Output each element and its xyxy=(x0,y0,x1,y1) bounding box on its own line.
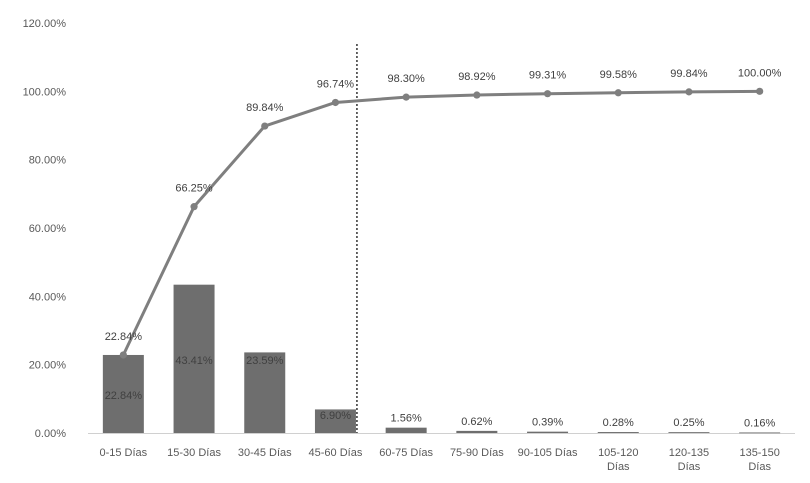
bar-labels: 22.84% 43.41% 23.59% 6.90% 1.56% 0.62% 0.39% 0.… xyxy=(105,355,776,429)
bar xyxy=(102,354,144,433)
cumulative-value-label: 99.58% xyxy=(600,69,638,81)
cumulative-value-label: 99.84% xyxy=(670,68,708,80)
x-axis-ticks: 0-15 Días 15-30 Días 30-45 Días 45-60 Días 6… xyxy=(99,447,779,473)
y-tick-label: 40.00% xyxy=(29,291,67,303)
x-tick-label: 135-150 Días xyxy=(739,447,779,473)
bar-value-label: 6.90% xyxy=(320,410,351,422)
cumulative-point xyxy=(543,90,552,98)
bar-value-label: 0.28% xyxy=(603,417,634,429)
cumulative-point xyxy=(756,87,764,95)
cumulative-value-label: 98.92% xyxy=(458,71,496,83)
bar-value-label: 23.59% xyxy=(246,355,284,367)
y-tick-label: 80.00% xyxy=(29,155,67,167)
bar-value-label: 0.39% xyxy=(532,417,563,429)
x-tick-label: 0-15 Días xyxy=(99,447,147,459)
x-tick-label: 30-45 Días xyxy=(238,447,292,459)
cumulative-line xyxy=(121,89,760,356)
y-tick-label: 100.00% xyxy=(23,86,67,98)
bar-value-label: 43.41% xyxy=(175,355,213,367)
y-tick-label: 60.00% xyxy=(29,223,67,235)
cumulative-point xyxy=(190,203,198,211)
cumulative-value-label: 66.25% xyxy=(175,183,213,195)
cumulative-point xyxy=(473,91,481,99)
y-axis-ticks: 0.00% 20.00% 40.00% 60.00% 80.00% 100.00% 120.… xyxy=(23,18,67,440)
x-tick-label: 120-135 Días xyxy=(669,447,709,473)
bar xyxy=(527,431,569,433)
bar xyxy=(244,352,286,433)
bar xyxy=(385,427,427,433)
bar xyxy=(314,409,356,433)
bar xyxy=(668,432,710,433)
cumulative-value-label: 89.84% xyxy=(246,102,284,114)
bar-value-label: 0.62% xyxy=(461,416,492,428)
bars xyxy=(102,284,781,434)
x-tick-label: 15-30 Días xyxy=(167,447,221,459)
bar-value-label: 22.84% xyxy=(105,390,143,402)
cumulative-point xyxy=(261,122,269,130)
cumulative-labels: 22.84% 66.25% 89.84% 96.74% 98.30% 98.92% 99.3… xyxy=(105,67,782,343)
cumulative-point xyxy=(614,89,622,97)
cumulative-point xyxy=(402,93,410,101)
bar xyxy=(456,430,498,433)
bar xyxy=(597,432,639,433)
cumulative-value-label: 100.00% xyxy=(738,67,782,79)
x-tick-label: 75-90 Días xyxy=(450,447,504,459)
cumulative-value-label: 22.84% xyxy=(105,331,143,343)
x-tick-label: 60-75 Días xyxy=(379,447,433,459)
bar xyxy=(739,432,781,434)
cumulative-point xyxy=(685,88,693,96)
y-tick-label: 0.00% xyxy=(35,428,66,440)
cumulative-point xyxy=(331,98,340,107)
y-tick-label: 20.00% xyxy=(29,360,67,372)
cumulative-point xyxy=(119,351,127,359)
bar-value-label: 0.16% xyxy=(744,417,775,429)
bar-value-label: 1.56% xyxy=(391,413,422,425)
cumulative-value-label: 99.31% xyxy=(529,70,567,82)
x-tick-label: 90-105 Días xyxy=(518,447,578,459)
bar-value-label: 0.25% xyxy=(673,417,704,429)
cumulative-value-label: 98.30% xyxy=(387,73,425,85)
cumulative-value-label: 96.74% xyxy=(317,78,355,90)
bar xyxy=(173,284,215,433)
x-tick-label: 45-60 Días xyxy=(309,447,363,459)
x-tick-label: 105-120 Días xyxy=(598,447,638,473)
cumulative-line-group xyxy=(119,87,764,359)
y-tick-label: 120.00% xyxy=(23,18,67,30)
